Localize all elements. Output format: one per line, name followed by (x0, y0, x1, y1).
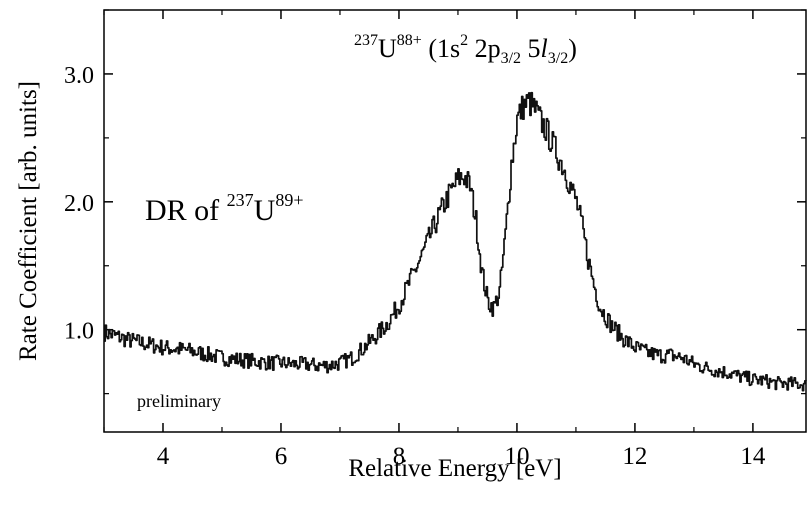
config-5: 5 (521, 34, 541, 63)
y-axis-label: Rate Coefficient [arb. units] (15, 81, 42, 361)
config-exponent: 2 (460, 32, 468, 49)
y-tick-label: 2.0 (64, 191, 94, 217)
x-axis-ticks: 4 6 8 10 12 14 (103, 10, 766, 470)
x-tick-label: 10 (504, 443, 529, 470)
x-tick-label: 12 (622, 443, 647, 470)
x-tick-label: 4 (157, 443, 170, 470)
y-axis-ticks: 1.0 2.0 3.0 (64, 9, 806, 395)
x-axis-label: Relative Energy [eV] (348, 455, 561, 482)
ion-charge: 88+ (397, 32, 422, 49)
ion-element: U (378, 34, 397, 63)
preliminary-note: preliminary (137, 391, 221, 411)
ion-isotope: 237 (354, 32, 378, 49)
dr-element: U (254, 194, 276, 227)
config-close: ) (568, 34, 577, 63)
ion-state-annotation: 237U88+ (1s2 2p3/2 5l3/2) (354, 32, 577, 67)
y-tick-label: 3.0 (64, 63, 94, 89)
config-2p: 2p (468, 34, 501, 63)
x-tick-label: 14 (740, 443, 766, 470)
dr-lead: DR of (145, 194, 227, 227)
rate-coefficient-series (104, 91, 807, 392)
config-l-subscript: 3/2 (548, 50, 568, 67)
config-2p-subscript: 3/2 (501, 50, 521, 67)
dr-charge: 89+ (275, 190, 303, 210)
dr-annotation: DR of 237U89+ (145, 190, 304, 227)
y-tick-label: 1.0 (64, 319, 94, 345)
config-open: (1s (422, 34, 460, 63)
config-l: l (541, 34, 548, 63)
dr-isotope: 237 (227, 190, 254, 210)
x-tick-label: 6 (275, 443, 288, 470)
x-tick-label: 8 (393, 443, 406, 470)
plot-frame (103, 9, 807, 433)
